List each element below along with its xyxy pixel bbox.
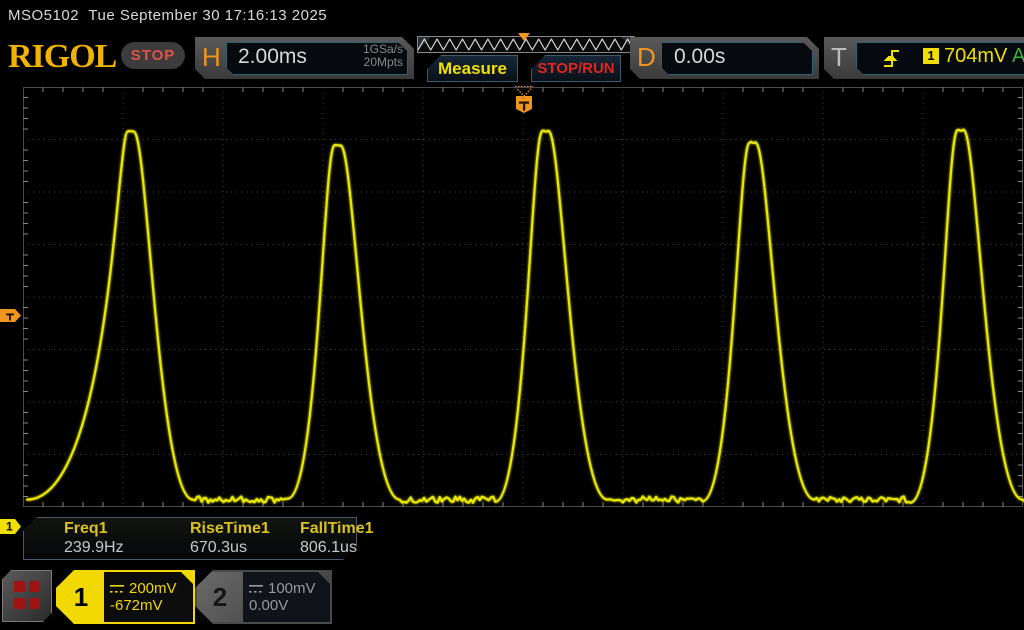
svg-text:1: 1 [6,520,13,534]
